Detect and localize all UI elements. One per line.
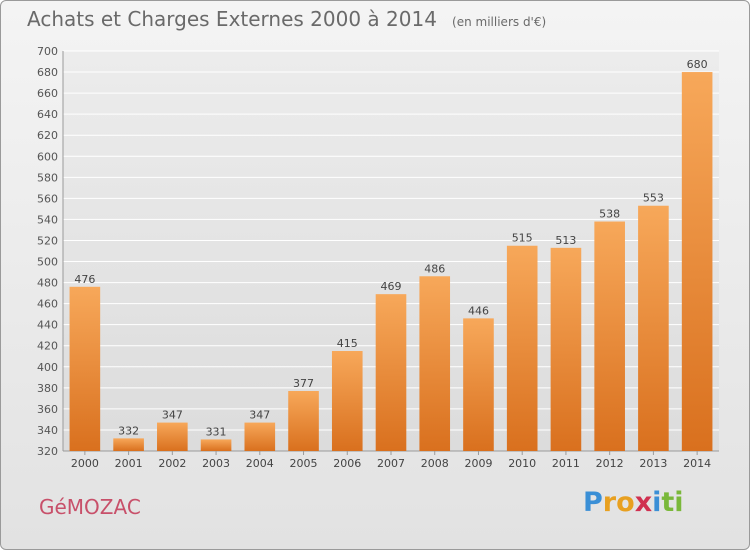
y-tick-label: 640 — [37, 108, 58, 121]
chart-title: Achats et Charges Externes 2000 à 2014 — [27, 7, 437, 31]
y-tick-label: 580 — [37, 171, 58, 184]
y-tick-label: 340 — [37, 424, 58, 437]
data-label: 377 — [293, 377, 314, 390]
logo-letter: P — [583, 487, 603, 518]
x-tick-label: 2013 — [639, 457, 667, 470]
y-tick-label: 520 — [37, 234, 58, 247]
data-label: 515 — [512, 232, 533, 245]
data-label: 331 — [206, 425, 227, 438]
data-label: 486 — [424, 262, 445, 275]
y-tick-label: 600 — [37, 150, 58, 163]
bar — [375, 294, 407, 451]
logo-letter: i — [652, 487, 662, 518]
y-tick-label: 320 — [37, 445, 58, 458]
data-label: 680 — [687, 58, 708, 71]
logo-letter: r — [602, 487, 617, 518]
y-tick-label: 500 — [37, 256, 58, 269]
logo-letter: x — [634, 487, 653, 518]
x-tick-label: 2003 — [202, 457, 230, 470]
proxiti-logo: Proxiti — [583, 487, 684, 518]
data-label: 332 — [118, 424, 139, 437]
bar — [463, 318, 494, 451]
x-tick-label: 2000 — [71, 457, 99, 470]
bar — [157, 422, 188, 451]
data-label: 513 — [555, 234, 576, 247]
bar — [244, 422, 276, 451]
x-tick-label: 2009 — [464, 457, 492, 470]
bar — [69, 286, 101, 451]
bar — [550, 247, 582, 451]
x-tick-label: 2001 — [115, 457, 143, 470]
bar — [419, 276, 451, 451]
x-tick-label: 2014 — [683, 457, 711, 470]
y-tick-label: 360 — [37, 403, 58, 416]
y-tick-label: 540 — [37, 213, 58, 226]
x-tick-label: 2008 — [421, 457, 449, 470]
y-tick-label: 480 — [37, 277, 58, 290]
y-tick-label: 700 — [37, 45, 58, 58]
y-tick-label: 440 — [37, 319, 58, 332]
data-label: 347 — [162, 409, 183, 422]
x-tick-label: 2011 — [552, 457, 580, 470]
x-tick-label: 2004 — [246, 457, 274, 470]
data-label: 553 — [643, 192, 664, 205]
bar — [331, 351, 363, 451]
y-tick-label: 400 — [37, 361, 58, 374]
y-tick-label: 460 — [37, 298, 58, 311]
x-tick-label: 2010 — [508, 457, 536, 470]
bar — [288, 391, 319, 451]
bar — [113, 438, 144, 451]
x-tick-label: 2006 — [333, 457, 361, 470]
data-label: 347 — [249, 409, 270, 422]
y-tick-label: 380 — [37, 382, 58, 395]
chart-subtitle: (en milliers d'€) — [452, 15, 547, 29]
x-tick-label: 2002 — [158, 457, 186, 470]
data-label: 476 — [74, 273, 95, 286]
y-tick-label: 620 — [37, 129, 58, 142]
data-label: 446 — [468, 304, 489, 317]
data-label: 538 — [599, 208, 620, 221]
x-tick-label: 2005 — [290, 457, 318, 470]
logo-letter: i — [674, 487, 684, 518]
data-label: 415 — [337, 337, 358, 350]
bar — [681, 72, 713, 451]
y-tick-label: 660 — [37, 87, 58, 100]
x-tick-label: 2012 — [596, 457, 624, 470]
title-row: Achats et Charges Externes 2000 à 2014 (… — [27, 7, 546, 31]
city-name: GéMOZAC — [39, 495, 141, 519]
logo-letter: t — [661, 487, 675, 518]
bar — [200, 439, 232, 451]
y-tick-label: 680 — [37, 66, 58, 79]
bar — [638, 205, 669, 451]
x-tick-label: 2007 — [377, 457, 405, 470]
y-tick-label: 560 — [37, 192, 58, 205]
logo-letter: o — [616, 487, 635, 518]
bar — [594, 221, 625, 451]
y-tick-label: 420 — [37, 340, 58, 353]
bar — [506, 245, 538, 451]
data-label: 469 — [381, 280, 402, 293]
